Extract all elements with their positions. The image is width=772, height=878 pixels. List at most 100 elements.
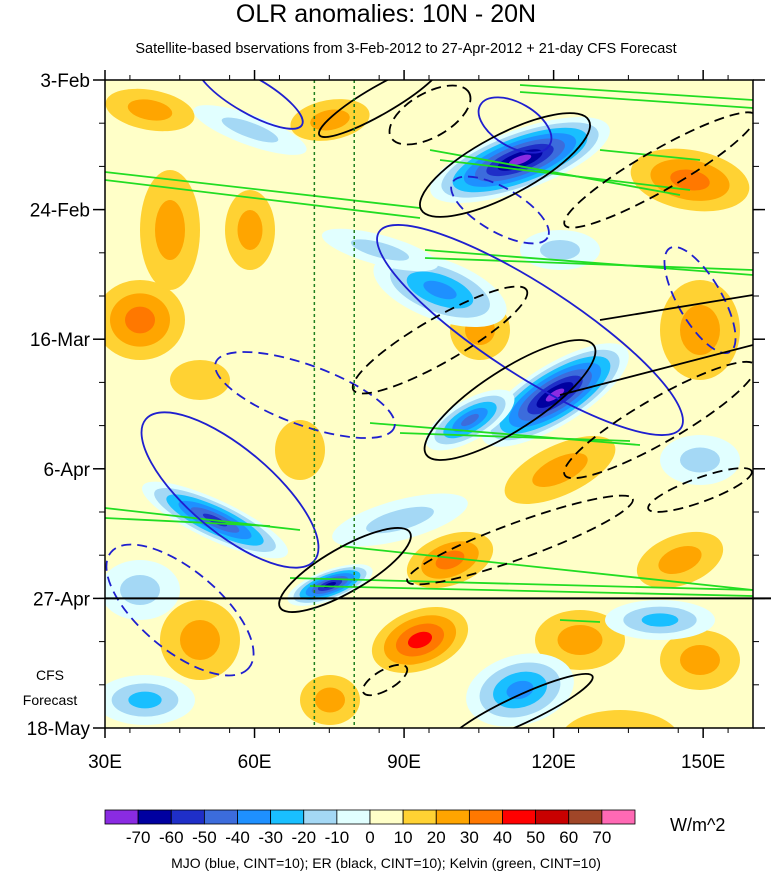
axes: 30E 60E 90E 120E 150E 3-Feb 24-Feb 16-Mar 6-Apr 2… [27,70,771,773]
negative-anomaly-region [423,280,457,300]
mjo-contour [196,80,304,130]
positive-anomaly-region [170,360,230,400]
negative-anomaly-region [508,154,532,166]
positive-anomaly-region [315,687,345,713]
colorbar-level-label: 30 [460,828,479,847]
kelvin-contour [105,517,271,527]
negative-anomaly-region [128,691,162,709]
positive-anomaly-region [658,545,702,575]
kelvin-contour [339,545,753,591]
mjo-contour [663,245,737,355]
positive-anomaly-region [670,169,710,191]
positive-anomaly-region [680,305,720,355]
positive-anomaly-region [407,631,433,649]
y-tick-label: 18-May [27,719,91,740]
x-tick-label: 60E [238,752,272,773]
kelvin-contour [369,422,641,446]
er-contour [423,339,597,461]
colorbar-swatch [402,809,437,825]
er-contour [388,84,472,146]
kelvin-contour [519,84,753,101]
colorbar-swatch [237,809,272,825]
mjo-contour [105,543,255,677]
forecast-label-line2: Forecast [22,692,78,708]
negative-anomaly-region [221,117,279,143]
colorbar: -70 -60 -50 -40 -30 -20 -10 0 10 20 30 40 50 60 70 [104,809,636,847]
colorbar-swatch [170,809,205,825]
kelvin-contour [105,179,421,219]
positive-anomaly-region [275,420,325,480]
er-contour [318,80,442,138]
er-contour [406,494,634,586]
colorbar-swatch [303,809,338,825]
negative-anomaly-region [680,447,720,473]
kelvin-contour [519,91,753,109]
reference-lines [313,80,355,728]
chart-title: OLR anomalies: 10N - 20N [235,0,537,28]
positive-anomaly-region [532,452,588,488]
forecast-label-line1: CFS [36,667,64,683]
kelvin-contour [424,249,753,276]
kelvin-contour [289,577,753,591]
mjo-contour [450,175,550,245]
colorbar-swatch [270,809,305,825]
er-contour [361,663,409,697]
positive-anomaly-region [127,99,173,121]
positive-anomaly-region [125,306,155,334]
y-tick-label: 27-Apr [33,589,91,610]
negative-anomaly-region [545,388,565,402]
colorbar-level-label: -50 [192,828,217,847]
kelvin-contour [105,171,421,209]
colorbar-level-label: -40 [225,828,250,847]
kelvin-contour [309,585,753,597]
colorbar-level-label: -30 [258,828,283,847]
colorbar-level-label: 40 [493,828,512,847]
kelvin-contour [599,149,701,161]
er-contour [563,360,753,480]
colorbar-swatch [601,809,636,825]
er-contour [563,111,753,229]
negative-anomaly-region [461,413,479,427]
colorbar-level-label: -60 [159,828,184,847]
kelvin-contour [429,149,681,196]
colorbar-swatch [137,809,172,825]
x-tick-label: 90E [387,752,421,773]
colorbar-swatch [502,809,537,825]
x-tick-label: 120E [531,752,575,773]
y-tick-label: 3-Feb [40,71,90,92]
colorbar-level-label: 20 [427,828,446,847]
positive-anomaly-region [310,109,350,131]
kelvin-contour [559,619,601,623]
er-contour [599,294,753,321]
negative-anomaly-region [540,240,580,260]
kelvin-contour [439,159,691,191]
colorbar-level-label: 60 [559,828,578,847]
kelvin-contour [424,257,753,271]
y-tick-label: 24-Feb [30,201,90,222]
x-tick-label: 150E [681,752,725,773]
x-tick-label: 30E [88,752,122,773]
colorbar-swatch [468,809,503,825]
positive-anomaly-region [557,625,603,655]
colorbar-swatch [568,809,603,825]
negative-anomaly-region [641,613,679,627]
colorbar-swatch [535,809,570,825]
colorbar-swatch [369,809,404,825]
positive-anomaly-region [435,550,465,570]
chart-subtitle: Satellite-based bservations from 3-Feb-2… [135,41,677,57]
positive-anomaly-region [237,210,263,250]
mjo-contour [477,96,553,154]
colorbar-level-label: 70 [592,828,611,847]
colorbar-swatch [104,809,139,825]
negative-anomaly-region [120,575,160,605]
positive-anomaly-region [155,200,185,260]
er-contour [446,672,594,728]
negative-anomaly-region [506,680,534,700]
colorbar-level-label: 0 [365,828,374,847]
colorbar-units: W/m^2 [670,815,726,835]
er-contour [351,285,529,395]
er-contour [559,344,753,396]
contour-legend: MJO (blue, CINT=10); ER (black, CINT=10)… [171,855,601,871]
